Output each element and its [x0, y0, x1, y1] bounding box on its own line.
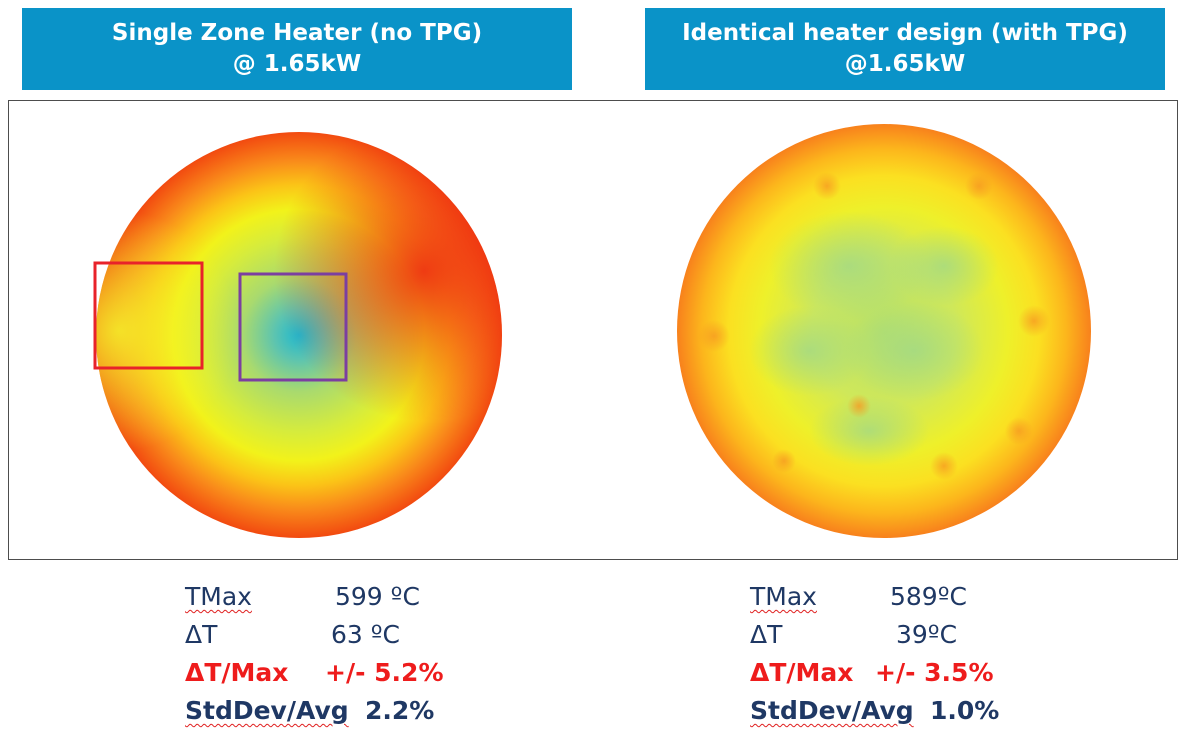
stddev-avg-value: 2.2%	[365, 696, 435, 725]
left-panel-subtitle: @ 1.65kW	[232, 51, 362, 77]
stddev-avg-label: StdDev/Avg	[750, 696, 914, 725]
edge-region-highlight-box	[93, 261, 204, 370]
delta-t-max-label: ΔT/Max	[185, 658, 289, 687]
delta-t-max-value: +/- 3.5%	[875, 658, 994, 687]
left-wafer-thermal-map	[93, 132, 502, 538]
delta-t-label: ΔT	[185, 620, 218, 649]
center-region-highlight-box	[238, 272, 348, 382]
thermal-maps-canvas	[93, 124, 1091, 538]
tmax-label: TMax	[185, 582, 252, 611]
thermal-map-frame	[8, 100, 1178, 560]
right-panel-title: Identical heater design (with TPG)	[682, 20, 1128, 46]
stddev-avg-label: StdDev/Avg	[185, 696, 349, 725]
right-wafer-thermal-map	[677, 124, 1091, 538]
delta-t-value: 63 ºC	[331, 620, 400, 649]
tmax-label: TMax	[750, 582, 817, 611]
delta-t-value: 39ºC	[896, 620, 958, 649]
stddev-avg-value: 1.0%	[930, 696, 1000, 725]
delta-t-label: ΔT	[750, 620, 783, 649]
tmax-value: 599 ºC	[335, 582, 420, 611]
delta-t-max-label: ΔT/Max	[750, 658, 854, 687]
right-panel-header: Identical heater design (with TPG) @1.65…	[645, 8, 1165, 90]
delta-t-max-value: +/- 5.2%	[325, 658, 444, 687]
left-panel-title: Single Zone Heater (no TPG)	[111, 20, 483, 46]
right-panel-subtitle: @1.65kW	[844, 51, 966, 77]
tmax-value: 589ºC	[890, 582, 967, 611]
left-panel-header: Single Zone Heater (no TPG) @ 1.65kW	[22, 8, 572, 90]
